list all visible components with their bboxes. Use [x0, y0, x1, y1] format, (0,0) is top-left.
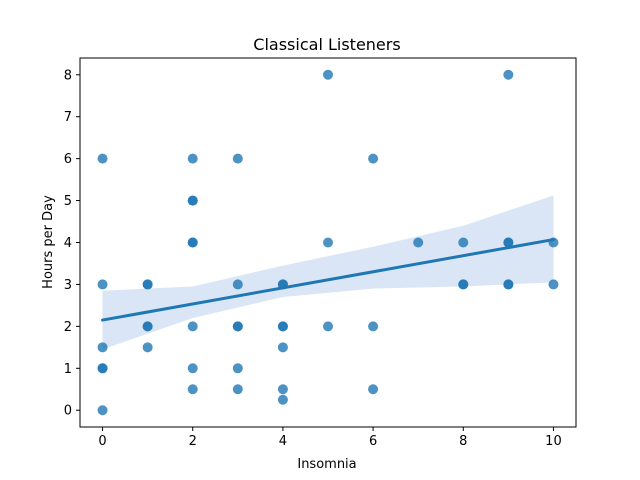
confidence-band [102, 195, 554, 350]
x-tick-label: 6 [369, 434, 377, 449]
data-point [503, 279, 514, 290]
data-point [277, 321, 288, 332]
x-tick-label: 4 [279, 434, 287, 449]
y-tick-label: 7 [64, 110, 72, 125]
data-point [503, 237, 514, 248]
data-point [232, 279, 243, 290]
chart-title: Classical Listeners [253, 35, 400, 54]
regression-line-layer [101, 238, 555, 322]
data-point [142, 279, 153, 290]
data-point [232, 321, 243, 332]
data-point [458, 237, 469, 248]
data-point [187, 363, 198, 374]
data-point [368, 384, 379, 395]
data-point [142, 342, 153, 353]
x-tick-label: 8 [459, 434, 467, 449]
x-axis-label: Insomnia [297, 457, 356, 472]
data-point [97, 342, 108, 353]
data-point [413, 237, 424, 248]
y-tick-label: 8 [64, 68, 72, 83]
y-tick-label: 0 [64, 404, 72, 419]
data-point [232, 363, 243, 374]
data-point [187, 321, 198, 332]
data-point [368, 321, 379, 332]
y-tick-label: 4 [64, 236, 72, 251]
data-point [368, 153, 379, 164]
y-tick-label: 5 [64, 194, 72, 209]
data-point [277, 384, 288, 395]
data-point [323, 237, 333, 248]
x-tick-label: 2 [189, 434, 197, 449]
data-point [187, 153, 198, 164]
data-point [232, 384, 243, 395]
data-point [187, 384, 198, 395]
data-point [97, 405, 108, 416]
data-point [142, 321, 153, 332]
points-layer [97, 69, 559, 416]
y-tick-label: 3 [64, 278, 72, 293]
data-point [187, 195, 198, 206]
data-point [323, 321, 333, 332]
regression-line [101, 238, 555, 322]
data-point [323, 69, 333, 80]
data-point [277, 342, 288, 353]
data-point [232, 153, 243, 164]
y-tick-label: 1 [64, 362, 72, 377]
data-point [97, 279, 108, 290]
data-point [97, 363, 108, 374]
x-tick-label: 10 [545, 434, 562, 449]
data-point [548, 279, 559, 290]
data-point [187, 237, 198, 248]
y-axis-label: Hours per Day [41, 195, 56, 289]
data-point [458, 279, 469, 290]
y-tick-label: 2 [64, 320, 72, 335]
confidence-band-layer [102, 195, 554, 350]
data-point [277, 394, 288, 405]
data-point [503, 69, 514, 80]
data-point [97, 153, 108, 164]
axes-layer: 0 2 4 6 8 10 0 1 2 3 4 5 6 7 8 [64, 57, 577, 449]
x-tick-label: 0 [98, 434, 106, 449]
y-tick-label: 6 [64, 152, 72, 167]
